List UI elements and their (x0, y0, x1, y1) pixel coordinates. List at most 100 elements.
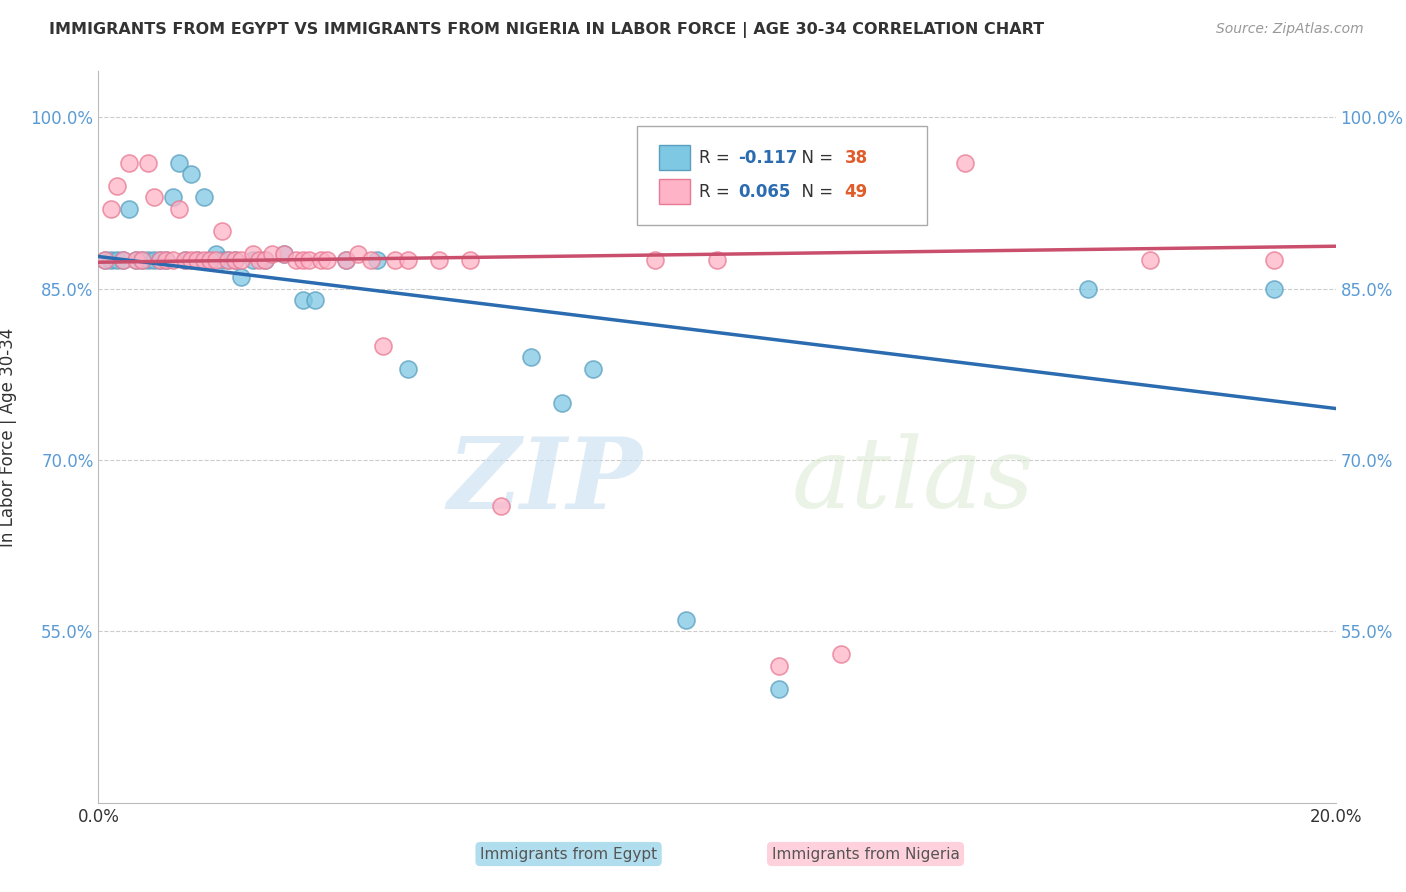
Point (93, 252, 115, 267)
FancyBboxPatch shape (659, 145, 690, 170)
Point (229, 252, 252, 267)
Point (396, 361, 419, 376)
Point (247, 252, 270, 267)
Point (118, 202, 141, 216)
Point (167, 202, 190, 216)
Point (143, 190, 166, 204)
Point (1139, 252, 1161, 267)
Point (347, 247, 370, 261)
Point (131, 252, 153, 267)
Text: ZIP: ZIP (449, 433, 643, 529)
Point (224, 252, 246, 267)
Point (217, 252, 239, 267)
Point (193, 252, 215, 267)
Point (291, 252, 314, 267)
Point (706, 252, 728, 267)
Point (193, 190, 215, 204)
Text: IMMIGRANTS FROM EGYPT VS IMMIGRANTS FROM NIGERIA IN LABOR FORCE | AGE 30-34 CORR: IMMIGRANTS FROM EGYPT VS IMMIGRANTS FROM… (49, 22, 1045, 38)
Text: N =: N = (792, 183, 838, 201)
Point (335, 252, 357, 267)
Text: R =: R = (699, 149, 734, 167)
Point (105, 252, 128, 267)
Point (316, 252, 339, 267)
Point (180, 167, 202, 181)
Point (291, 293, 314, 307)
Point (396, 252, 419, 267)
Point (112, 252, 135, 267)
Point (273, 247, 295, 261)
Point (105, 178, 128, 193)
Point (198, 252, 221, 267)
Point (93, 252, 115, 267)
Point (309, 252, 332, 267)
Point (100, 252, 122, 267)
Point (136, 252, 159, 267)
Point (335, 252, 357, 267)
Point (224, 252, 246, 267)
Point (458, 252, 481, 267)
Point (768, 681, 790, 696)
Point (211, 224, 233, 238)
Point (254, 252, 277, 267)
Text: 49: 49 (845, 183, 868, 201)
Point (1263, 281, 1285, 295)
Y-axis label: In Labor Force | Age 30-34: In Labor Force | Age 30-34 (0, 327, 17, 547)
Text: atlas: atlas (792, 434, 1033, 529)
Point (118, 156, 141, 170)
Point (229, 270, 252, 285)
Point (582, 361, 605, 376)
FancyBboxPatch shape (659, 179, 690, 204)
Point (551, 396, 574, 410)
Point (675, 613, 697, 627)
Point (155, 252, 177, 267)
Point (242, 247, 264, 261)
Point (155, 252, 177, 267)
Point (100, 202, 122, 216)
Point (162, 252, 184, 267)
Text: Source: ZipAtlas.com: Source: ZipAtlas.com (1216, 22, 1364, 37)
Text: 38: 38 (845, 149, 868, 167)
Point (162, 190, 184, 204)
Point (167, 156, 190, 170)
Point (174, 252, 197, 267)
Text: 0.065: 0.065 (738, 183, 790, 201)
Text: N =: N = (792, 149, 838, 167)
FancyBboxPatch shape (637, 126, 928, 225)
Point (180, 252, 202, 267)
Point (124, 252, 146, 267)
Point (273, 247, 295, 261)
Point (298, 252, 321, 267)
Point (371, 338, 394, 352)
Point (149, 252, 172, 267)
Point (1263, 252, 1285, 267)
Text: R =: R = (699, 183, 734, 201)
Point (254, 252, 277, 267)
Point (131, 252, 153, 267)
Text: Immigrants from Egypt: Immigrants from Egypt (479, 847, 657, 862)
Point (174, 252, 197, 267)
Point (143, 252, 166, 267)
Point (242, 252, 264, 267)
Point (112, 252, 135, 267)
Point (489, 499, 512, 513)
Point (186, 252, 208, 267)
Point (205, 247, 228, 261)
Point (205, 252, 228, 267)
Point (366, 252, 388, 267)
Point (768, 658, 790, 673)
Point (186, 252, 208, 267)
Point (198, 252, 221, 267)
Point (1077, 281, 1099, 295)
Point (260, 247, 283, 261)
Point (136, 156, 159, 170)
Point (427, 252, 450, 267)
Point (217, 252, 239, 267)
Text: -0.117: -0.117 (738, 149, 797, 167)
Text: Immigrants from Nigeria: Immigrants from Nigeria (772, 847, 959, 862)
Point (285, 252, 308, 267)
Point (304, 293, 326, 307)
Point (644, 252, 666, 267)
Point (360, 252, 382, 267)
Point (384, 252, 406, 267)
Point (149, 252, 172, 267)
